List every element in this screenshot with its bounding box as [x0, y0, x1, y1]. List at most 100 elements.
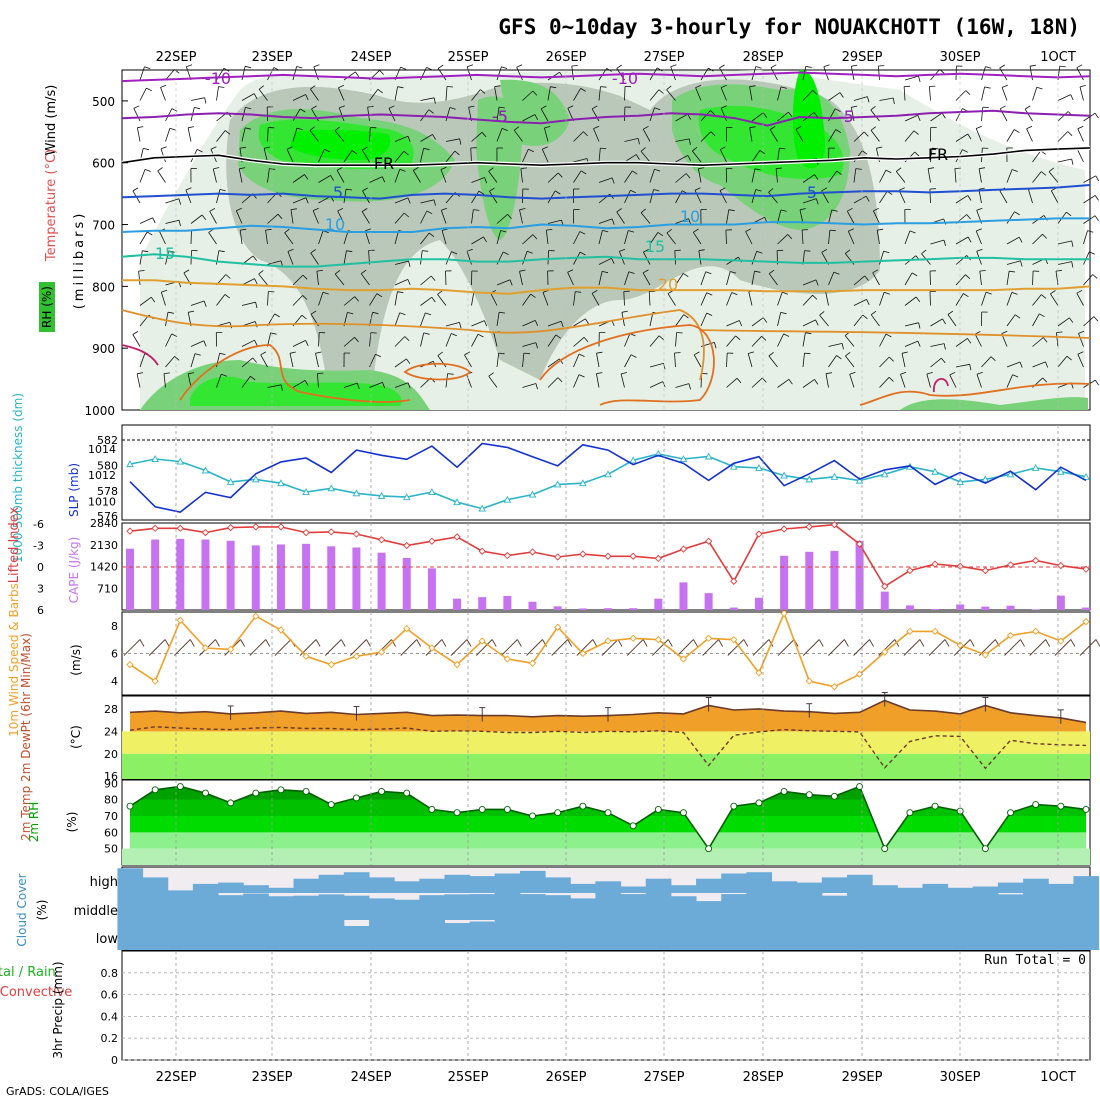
wind-barb — [471, 236, 484, 245]
lifted-index-point — [428, 537, 436, 545]
wind-barb — [317, 373, 319, 388]
wind-barb-flag — [978, 187, 985, 190]
wind10m-barb-flag — [516, 639, 522, 647]
wind-barb — [725, 229, 727, 245]
wind-barb-flag — [735, 335, 741, 341]
rh2m-point — [453, 809, 461, 817]
wind-barb — [598, 218, 613, 224]
wind10m-barb-flag — [693, 639, 698, 647]
rh2m-point — [151, 786, 159, 794]
wind-barb — [547, 86, 551, 101]
wind-barb-flag — [914, 151, 920, 157]
wind-barb-flag — [596, 351, 603, 354]
wind10m-barb-flag — [718, 639, 724, 647]
wind-barb-flag — [654, 168, 661, 172]
wind-barb-flag — [157, 167, 163, 172]
wind-barb-flag — [152, 217, 156, 224]
wind-barb-flag — [540, 105, 547, 110]
wind10m-point — [1082, 618, 1090, 626]
wind-barb — [719, 190, 727, 204]
cloud-bar — [595, 881, 622, 893]
wind10m-barb-flag — [869, 639, 874, 647]
cloud-bar — [519, 920, 546, 950]
wind-barb-flag — [1045, 361, 1049, 368]
date-label-bottom: 23SEP — [252, 1070, 293, 1085]
cape-bar — [503, 595, 512, 610]
wind-barb-flag — [705, 271, 712, 275]
lifted-index-point — [1057, 561, 1065, 570]
wind10m-point — [830, 683, 839, 691]
rh2m-point — [830, 792, 838, 800]
wind-barb — [445, 333, 452, 347]
wind-barb-flag — [210, 146, 217, 150]
wind-barb-flag — [749, 85, 756, 88]
thickness-tick-label: 582 — [97, 434, 118, 447]
wind-barb-flag — [388, 105, 395, 109]
wind-barb — [1029, 66, 1033, 81]
wind-barb — [749, 127, 753, 142]
wind-barb — [1006, 260, 1021, 265]
wind-barb-flag — [805, 65, 812, 68]
wind-barb — [309, 130, 319, 142]
wind-barb-flag — [967, 133, 972, 140]
wind-barb — [522, 353, 525, 368]
wind-barb-flag — [1095, 379, 1099, 386]
wind-barb-flag — [370, 332, 377, 334]
wind-barb — [343, 382, 358, 388]
cape-bar — [931, 609, 940, 610]
li-tick-label: 0 — [37, 561, 44, 574]
wind-barb-flag — [591, 105, 598, 110]
wind-barb — [853, 168, 857, 183]
wind10m-barb-flag — [466, 639, 472, 647]
wind-barb-flag — [821, 187, 828, 192]
slp-axis-label: SLP (mb) — [67, 463, 81, 517]
wind-barb — [955, 133, 969, 142]
wind-barb — [649, 189, 654, 204]
lifted-index-point — [1082, 565, 1090, 573]
wind-barb-flag — [464, 351, 470, 356]
cape-bar — [377, 552, 386, 610]
thickness-point — [352, 489, 361, 497]
wind-barb — [547, 172, 559, 183]
rh-tick-label: 70 — [104, 810, 118, 823]
wind-barb-flag — [754, 168, 761, 171]
isotherm-label: 15 — [155, 244, 175, 263]
wind-barb-flag — [966, 214, 971, 220]
wind10m-unit-label: (m/s) — [69, 644, 83, 675]
wind-barb — [343, 250, 347, 265]
wind-barb — [904, 230, 911, 245]
wind-barb — [216, 374, 222, 388]
wind-barb-flag — [762, 317, 768, 323]
lifted-index-point — [730, 577, 738, 585]
wind-barb-flag — [346, 250, 353, 253]
isotherm-label: -5 — [838, 107, 854, 126]
wind-barb — [726, 335, 736, 347]
wind-barb-flag — [174, 356, 180, 361]
wind-barb — [157, 170, 166, 183]
wind-barb — [825, 291, 829, 306]
wind-barb — [470, 147, 472, 163]
isotherm-label: 5 — [333, 183, 343, 202]
wind-barb-flag — [334, 269, 341, 275]
isotherm-label: FR — [928, 145, 948, 164]
cape-bar — [830, 550, 839, 610]
wind-barb — [802, 353, 805, 368]
wind10m-point — [277, 626, 285, 634]
wind-barb — [267, 260, 282, 265]
wind-barb-flag — [459, 138, 462, 145]
isotherm-20 — [122, 279, 1091, 295]
wind-barb — [471, 177, 485, 183]
isotherm-30 — [403, 362, 472, 381]
wind-barb — [267, 213, 279, 224]
wind-barb — [160, 291, 166, 306]
wind-barb-flag — [403, 150, 409, 156]
cloud-bar — [947, 893, 974, 920]
wind10m-tick-label: 4 — [111, 675, 118, 688]
cloud-bar — [1073, 893, 1100, 920]
wind-barb — [929, 291, 931, 306]
wind-barb-flag — [917, 115, 921, 121]
wind-barb-flag — [407, 136, 411, 142]
wind-barb-flag — [915, 296, 921, 302]
chart-title: GFS 0~10day 3-hourly for NOUAKCHOTT (16W… — [498, 15, 1080, 39]
lifted-index-point — [277, 523, 285, 531]
